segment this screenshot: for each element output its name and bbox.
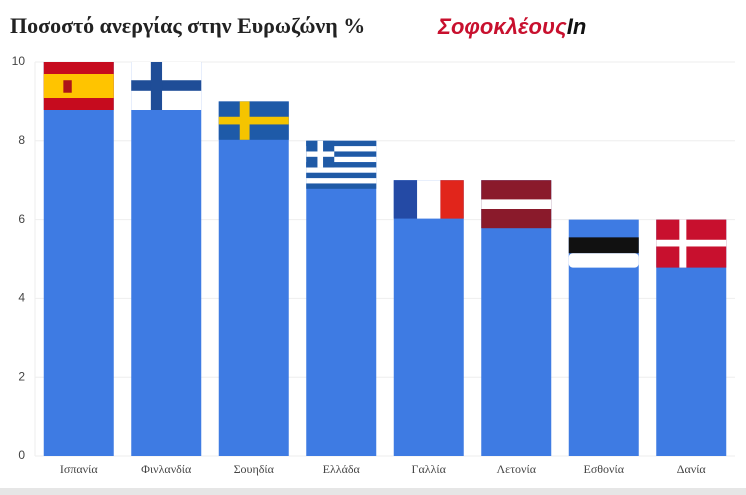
- flag-part: [306, 151, 377, 157]
- x-tick-label: Σουηδία: [234, 462, 275, 476]
- flag-part: [239, 101, 250, 140]
- flag: [656, 219, 727, 268]
- flag-part: [306, 162, 377, 168]
- x-tick-label: Ισπανία: [60, 462, 98, 476]
- flag-part: [306, 183, 377, 189]
- bar: [131, 62, 202, 456]
- logo: ΣοφοκλέουςIn: [437, 14, 586, 39]
- x-tick-label: Εσθονία: [584, 462, 625, 476]
- flag: [43, 62, 114, 110]
- x-tick-label: Δανία: [677, 462, 707, 476]
- y-tick-label: 4: [18, 291, 25, 305]
- flag-part: [306, 140, 377, 147]
- flag-part: [417, 180, 441, 219]
- y-tick-label: 0: [18, 448, 25, 462]
- chart-title: Ποσοστό ανεργίας στην Ευρωζώνη %: [10, 13, 365, 38]
- flag-part: [63, 80, 72, 93]
- flag-part: [306, 156, 377, 163]
- x-tick-label: Λετονία: [496, 462, 536, 476]
- flag: [131, 62, 202, 110]
- flag: [481, 180, 552, 229]
- flag-part: [656, 239, 727, 247]
- x-tick-label: Ελλάδα: [323, 462, 361, 476]
- flag-part: [306, 167, 377, 173]
- flag-part: [393, 180, 418, 219]
- bar: [393, 180, 464, 456]
- bar: [43, 62, 114, 456]
- flag-part: [568, 253, 639, 268]
- y-tick-label: 2: [18, 369, 25, 383]
- x-tick-label: Φινλανδία: [141, 462, 192, 476]
- y-tick-label: 10: [12, 54, 26, 68]
- logo-suffix: In: [567, 14, 587, 39]
- x-tick-label: Γαλλία: [412, 462, 447, 476]
- flag-part: [150, 62, 163, 110]
- flag-part: [317, 140, 324, 168]
- flag-part: [306, 146, 377, 152]
- bar: [306, 140, 377, 457]
- flag-part: [43, 74, 114, 98]
- flag-part: [218, 116, 289, 125]
- flag-part: [440, 180, 464, 219]
- flag: [393, 180, 464, 219]
- y-tick-label: 8: [18, 133, 25, 147]
- flag: [306, 140, 377, 189]
- flag: [218, 101, 289, 140]
- flag-part: [568, 237, 639, 254]
- logo-main: Σοφοκλέους: [437, 14, 567, 39]
- flag-part: [306, 178, 377, 184]
- flag: [568, 237, 639, 268]
- flag-part: [679, 219, 687, 268]
- bar: [218, 101, 289, 457]
- flag-part: [306, 172, 377, 179]
- y-tick-label: 6: [18, 212, 25, 226]
- flag-part: [481, 199, 552, 209]
- bottom-strip: [0, 488, 746, 495]
- flag-part: [131, 80, 202, 91]
